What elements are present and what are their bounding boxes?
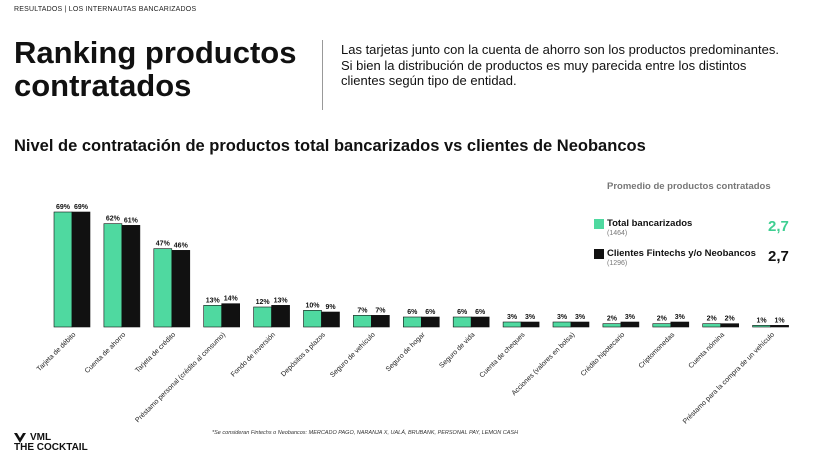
category-label: Cuenta de cheques: [479, 331, 527, 379]
category-label: Cuenta nómina: [688, 331, 727, 370]
data-label: 61%: [124, 217, 139, 224]
legend-value-total: 2,7: [768, 218, 789, 235]
footnote: *Se consideran Fintechs o Neobancos: MER…: [212, 430, 519, 436]
category-label: Tarjeta de débito: [36, 331, 78, 373]
bar-neobancos: [121, 225, 141, 328]
legend-label-neobancos: Clientes Fintechs y/o Neobancos: [607, 248, 756, 259]
data-label: 2%: [657, 316, 668, 323]
category-label: Préstamo personal (crédito al consumo): [134, 331, 227, 424]
bar-chart: 69% 69% Tarjeta de débito 62% 61% Cuenta de a…: [36, 204, 789, 426]
data-label: 2%: [707, 316, 718, 323]
bar-total: [53, 211, 73, 328]
bar-neobancos: [321, 311, 340, 328]
bar-total: [452, 316, 472, 328]
data-label: 7%: [357, 307, 368, 314]
bar-neobancos: [770, 325, 789, 328]
legend-label-total: Total bancarizados: [607, 218, 693, 229]
data-label: 69%: [56, 204, 71, 211]
data-label: 3%: [557, 314, 568, 321]
bar-neobancos: [670, 321, 690, 328]
category-label: Crédito hipotecario: [580, 331, 627, 378]
legend-value-neobancos: 2,7: [768, 248, 789, 265]
data-label: 7%: [375, 307, 386, 314]
bar-total: [652, 323, 672, 328]
bar-total: [552, 321, 572, 328]
data-label: 3%: [575, 314, 586, 321]
category-label: Cuenta de ahorro: [84, 331, 128, 375]
logo-line-2: THE COCKTAIL: [14, 442, 88, 453]
data-label: 6%: [407, 309, 418, 316]
data-label: 3%: [625, 314, 636, 321]
data-label: 6%: [457, 309, 468, 316]
bar-neobancos: [570, 321, 590, 328]
data-label: 2%: [607, 316, 618, 323]
category-label: Criptomonedas: [638, 331, 677, 370]
data-label: 9%: [325, 304, 336, 311]
legend-swatch-neobancos: [594, 249, 604, 259]
bar-total: [153, 248, 173, 328]
bar-total: [602, 323, 622, 328]
category-label: Fondo de inversión: [230, 331, 277, 378]
bar-total: [702, 323, 722, 328]
legend-heading: Promedio de productos contratados: [607, 181, 771, 192]
category-label: Préstamo para la compra de un vehículo: [682, 331, 776, 425]
header-divider: [322, 40, 323, 110]
data-label: 2%: [725, 316, 736, 323]
legend-n-total: (1464): [607, 230, 628, 237]
bar-neobancos: [171, 250, 191, 328]
brand-logo: VML THE COCKTAIL: [14, 433, 88, 453]
bar-total: [103, 223, 123, 328]
logo-line-1: VML: [30, 432, 52, 443]
bar-neobancos: [420, 316, 440, 328]
chart-title: Nivel de contratación de productos total…: [14, 137, 646, 155]
category-label: Tarjeta de crédito: [134, 331, 177, 374]
data-label: 6%: [475, 309, 486, 316]
bar-total: [752, 325, 771, 328]
data-label: 46%: [174, 242, 189, 249]
bar-total: [203, 305, 222, 328]
legend-n-neobancos: (1296): [607, 260, 628, 267]
data-label: 3%: [507, 314, 518, 321]
category-label: Seguro de vida: [438, 331, 476, 369]
data-label: 1%: [775, 317, 786, 324]
data-label: 47%: [156, 241, 171, 248]
intro-text: Las tarjetas junto con la cuenta de ahor…: [341, 42, 779, 88]
bar-total: [502, 321, 522, 328]
data-label: 69%: [74, 204, 89, 211]
data-label: 62%: [106, 216, 121, 223]
data-label: 12%: [256, 299, 271, 306]
bar-neobancos: [720, 323, 740, 328]
bar-neobancos: [520, 321, 540, 328]
logo-mark-icon: [14, 433, 26, 443]
bar-neobancos: [620, 321, 640, 328]
bar-total: [353, 315, 372, 328]
data-label: 13%: [206, 297, 221, 304]
page-title: Ranking productos contratados: [14, 35, 297, 103]
bar-neobancos: [221, 303, 240, 328]
data-label: 3%: [675, 314, 686, 321]
data-label: 6%: [425, 309, 436, 316]
category-label: Depósitos a plazos: [280, 331, 327, 378]
data-label: 13%: [274, 297, 289, 304]
bar-total: [253, 306, 272, 328]
category-label: Seguro de vehículo: [329, 331, 377, 379]
bar-total: [402, 316, 422, 328]
data-label: 3%: [525, 314, 536, 321]
bar-neobancos: [470, 316, 490, 328]
data-label: 14%: [224, 296, 239, 303]
category-label: Seguro de hogar: [385, 331, 427, 373]
bar-neobancos: [371, 315, 390, 328]
bar-neobancos: [271, 305, 290, 328]
bar-total: [303, 310, 322, 328]
section-kicker: RESULTADOS | LOS INTERNAUTAS BANCARIZADO…: [14, 6, 197, 13]
data-label: 1%: [757, 317, 768, 324]
data-label: 10%: [305, 302, 320, 309]
legend-swatch-total: [594, 219, 604, 229]
bar-neobancos: [71, 211, 91, 328]
